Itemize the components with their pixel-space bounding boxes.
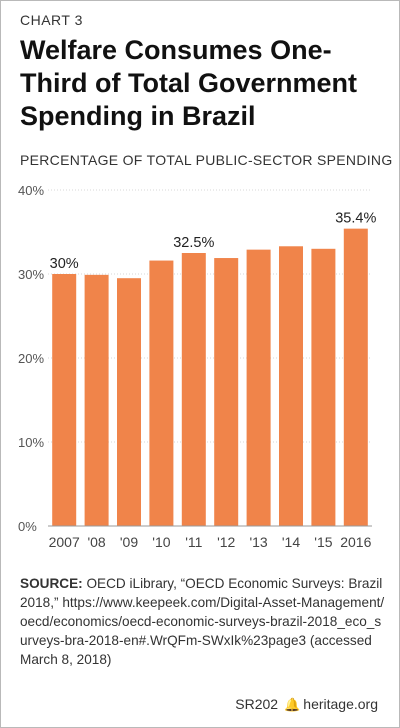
source-heading: SOURCE: [20, 576, 83, 591]
bar [52, 274, 77, 526]
bar [214, 258, 239, 526]
liberty-bell-icon: 🔔 [284, 697, 301, 712]
data-label: 35.4% [335, 211, 376, 227]
x-tick-label: 2007 [49, 534, 80, 550]
data-label: 32.5% [173, 235, 214, 251]
y-tick-label: 0% [18, 519, 37, 534]
x-tick-label: '08 [87, 534, 105, 550]
bar [117, 278, 141, 526]
footer: SR202 🔔 heritage.org [235, 696, 378, 713]
x-tick-label: '12 [217, 534, 235, 550]
y-tick-label: 20% [18, 351, 44, 366]
x-tick-label: '11 [185, 534, 202, 550]
x-tick-label: '09 [120, 534, 138, 550]
bar [246, 249, 271, 526]
report-id: SR202 [235, 696, 279, 712]
y-tick-label: 10% [18, 435, 44, 450]
bar [311, 248, 336, 527]
x-tick-label: '10 [152, 534, 170, 550]
bar [343, 228, 368, 526]
chart-label: CHART 3 [20, 12, 83, 28]
x-tick-label: 2016 [340, 534, 371, 550]
data-label: 30% [50, 256, 79, 272]
bar [149, 260, 174, 526]
site-link[interactable]: heritage.org [303, 696, 378, 712]
bar-chart: 0% 10% 20% 30% 40% 2007 30% '08 '09 '10 '11 32.5% '1… [18, 183, 376, 550]
y-tick-label: 40% [18, 183, 44, 198]
chart-title: Welfare Consumes One-Third of Total Gove… [20, 35, 357, 131]
x-tick-label: '13 [249, 534, 267, 550]
y-tick-label: 30% [18, 267, 44, 282]
chart-subtitle: PERCENTAGE OF TOTAL PUBLIC-SECTOR SPENDI… [20, 152, 393, 168]
bar [279, 246, 303, 526]
source-text: OECD iLibrary, “OECD Economic Surveys: B… [20, 576, 385, 667]
bar [181, 253, 206, 526]
x-tick-label: '14 [282, 534, 300, 550]
x-tick-label: '15 [314, 534, 332, 550]
bar [84, 274, 109, 526]
source-note: SOURCE: OECD iLibrary, “OECD Economic Su… [20, 574, 386, 669]
